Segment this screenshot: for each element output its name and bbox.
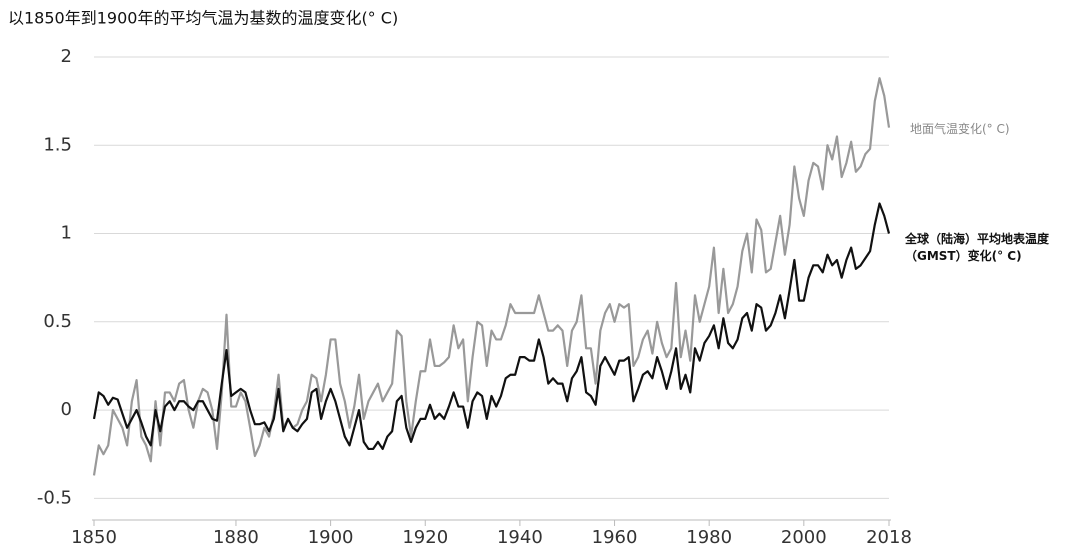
- chart-title: 以1850年到1900年的平均气温为基数的温度变化(° C): [8, 9, 398, 28]
- x-tick-label: 1850: [71, 527, 117, 548]
- y-tick-label: 1: [61, 223, 72, 244]
- y-tick-label: 2: [61, 46, 72, 67]
- legend-gmst: 全球（陆海）平均地表温度（GMST）变化(° C): [905, 232, 1050, 263]
- y-tick-label: 0.5: [43, 311, 72, 332]
- x-tick-label: 1900: [308, 527, 354, 548]
- x-tick-label: 2018: [866, 527, 912, 548]
- legend-land: 地面气温变化(° C): [910, 122, 1010, 136]
- x-tick-label: 2000: [781, 527, 827, 548]
- x-tick-label: 1960: [592, 527, 638, 548]
- y-tick-label: 1.5: [43, 134, 72, 155]
- x-tick-label: 1980: [686, 527, 732, 548]
- y-tick-label: 0: [61, 399, 72, 420]
- x-tick-label: 1920: [402, 527, 448, 548]
- x-tick-label: 1940: [497, 527, 543, 548]
- y-tick-label: -0.5: [37, 487, 72, 508]
- x-tick-label: 1880: [213, 527, 259, 548]
- series-line: [92, 202, 891, 451]
- series-line: [92, 77, 891, 476]
